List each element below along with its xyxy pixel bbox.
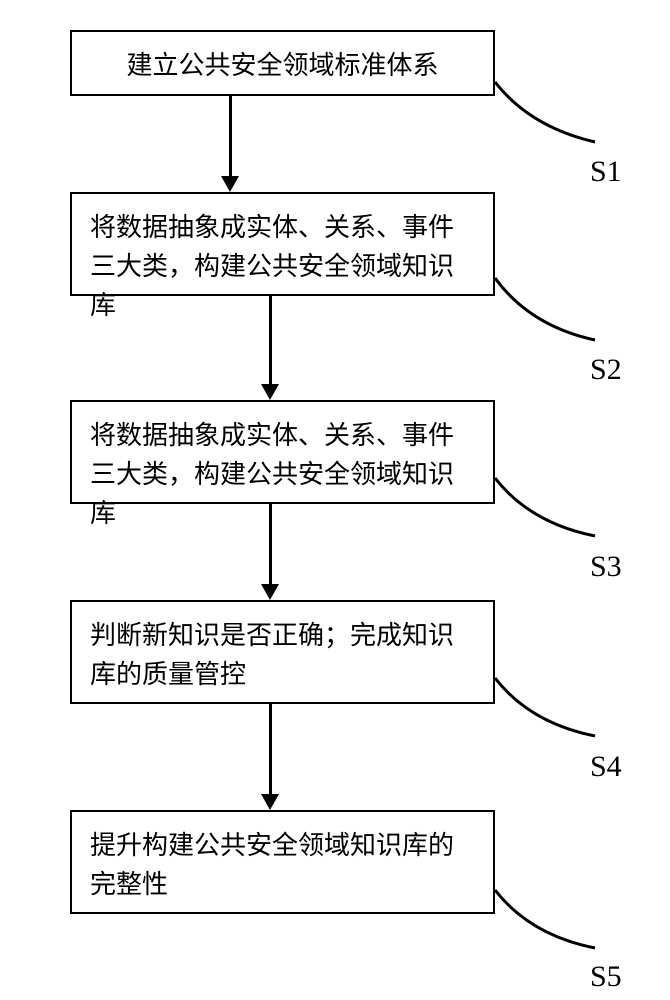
step-box-s3: 将数据抽象成实体、关系、事件三大类，构建公共安全领域知识库 <box>70 400 495 504</box>
step-label-s5: S5 <box>590 960 622 994</box>
step-box-s2: 将数据抽象成实体、关系、事件三大类，构建公共安全领域知识库 <box>70 192 495 296</box>
step-text-s1: 建立公共安全领域标准体系 <box>126 51 438 80</box>
arrow-2-line <box>269 296 272 384</box>
arrow-3-line <box>269 504 272 584</box>
step-label-s3: S3 <box>590 550 622 584</box>
step-box-s5: 提升构建公共安全领域知识库的完整性 <box>70 810 495 914</box>
step-box-s4: 判断新知识是否正确；完成知识库的质量管控 <box>70 600 495 704</box>
step-label-s4: S4 <box>590 750 622 784</box>
arrow-4-line <box>269 704 272 794</box>
arrow-1-head <box>221 176 239 192</box>
step-label-s2: S2 <box>590 353 622 387</box>
arrow-1-line <box>229 96 232 176</box>
arrow-4-head <box>261 794 279 810</box>
step-box-s1: 建立公共安全领域标准体系 <box>70 30 495 96</box>
step-label-s1: S1 <box>590 155 622 189</box>
arrow-2-head <box>261 384 279 400</box>
arrow-3-head <box>261 584 279 600</box>
step-text-s5: 提升构建公共安全领域知识库的完整性 <box>90 831 454 899</box>
step-text-s2: 将数据抽象成实体、关系、事件三大类，构建公共安全领域知识库 <box>90 213 454 320</box>
flowchart-container: 建立公共安全领域标准体系 将数据抽象成实体、关系、事件三大类，构建公共安全领域知… <box>0 0 670 1000</box>
step-text-s3: 将数据抽象成实体、关系、事件三大类，构建公共安全领域知识库 <box>90 421 454 528</box>
step-text-s4: 判断新知识是否正确；完成知识库的质量管控 <box>90 621 454 689</box>
